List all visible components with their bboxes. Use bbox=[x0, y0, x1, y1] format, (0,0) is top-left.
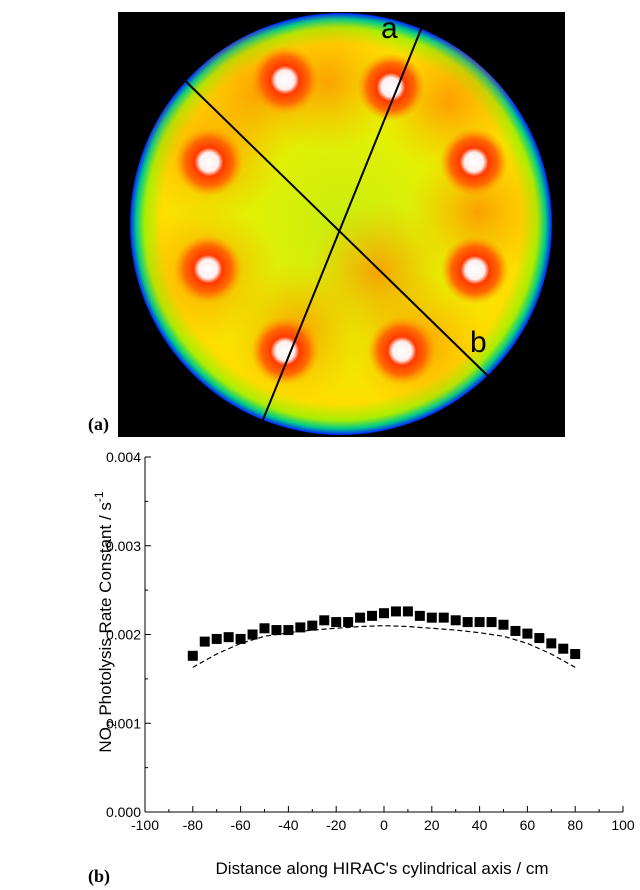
data-point bbox=[486, 617, 497, 628]
data-point bbox=[247, 629, 258, 640]
x-tick-label: -20 bbox=[326, 817, 346, 833]
data-point bbox=[343, 617, 354, 628]
data-point bbox=[235, 633, 246, 644]
x-tick-label: -60 bbox=[230, 817, 250, 833]
section-label-b: b bbox=[470, 326, 487, 359]
section-line-a bbox=[255, 13, 429, 435]
data-point bbox=[283, 625, 294, 636]
data-point bbox=[307, 620, 318, 631]
y-tick-label: 0.003 bbox=[106, 538, 141, 554]
y-label-sup: -1 bbox=[92, 491, 106, 502]
heatmap-hot-spot bbox=[441, 236, 509, 304]
data-point bbox=[223, 632, 234, 643]
heatmap-image: a b bbox=[118, 12, 565, 437]
heatmap-hot-spot bbox=[357, 53, 425, 121]
x-tick-label: 100 bbox=[611, 817, 635, 833]
data-point bbox=[510, 625, 521, 636]
data-point bbox=[534, 633, 545, 644]
data-point bbox=[271, 625, 282, 636]
y-tick-label: 0.004 bbox=[106, 449, 141, 465]
heatmap-hot-spot bbox=[175, 128, 243, 196]
section-label-a: a bbox=[381, 12, 398, 45]
x-axis-label: Distance along HIRAC's cylindrical axis … bbox=[216, 859, 549, 878]
y-ticks: 0.000 0.001 0.002 0.003 0.004 bbox=[106, 449, 151, 820]
data-point bbox=[259, 623, 270, 634]
x-tick-label: 20 bbox=[424, 817, 440, 833]
y-tick-label: 0.001 bbox=[106, 715, 141, 731]
x-tick-label: 0 bbox=[380, 817, 388, 833]
x-tick-label: 60 bbox=[520, 817, 536, 833]
y-tick-label: 0.000 bbox=[106, 804, 141, 820]
x-tick-label: -100 bbox=[131, 817, 159, 833]
y-tick-label: 0.002 bbox=[106, 627, 141, 643]
data-point bbox=[199, 636, 210, 647]
y-label-sub: 2 bbox=[105, 720, 119, 727]
panel-a-label: (a) bbox=[88, 414, 109, 434]
data-point bbox=[426, 612, 437, 623]
data-point bbox=[522, 628, 533, 639]
data-point bbox=[367, 610, 378, 621]
heatmap-hot-spot bbox=[440, 128, 508, 196]
data-point bbox=[402, 606, 413, 617]
data-points bbox=[187, 606, 581, 661]
data-point bbox=[295, 622, 306, 633]
data-point bbox=[474, 617, 485, 628]
heatmap-warm-region bbox=[308, 202, 448, 342]
heatmap-hot-spot bbox=[251, 317, 319, 385]
x-ticks: -100 -80 -60 -40 -20 0 20 40 60 80 100 bbox=[131, 806, 635, 833]
data-point bbox=[546, 638, 557, 649]
section-line-b bbox=[167, 63, 491, 379]
panel-b-label: (b) bbox=[88, 866, 110, 886]
data-point bbox=[331, 617, 342, 628]
x-tick-label: -80 bbox=[183, 817, 203, 833]
data-point bbox=[462, 617, 473, 628]
y-label-mid: Photolysis Rate Constant / s bbox=[96, 502, 115, 720]
data-point bbox=[438, 612, 449, 623]
data-point bbox=[187, 650, 198, 661]
y-label-prefix: NO bbox=[96, 727, 115, 753]
heatmap-hot-spot bbox=[368, 317, 436, 385]
data-point bbox=[498, 619, 509, 630]
heatmap-svg: a b bbox=[118, 12, 565, 437]
chart-panel: 0.000 0.001 0.002 0.003 0.004 -100 -80 -60 -40-… bbox=[0, 440, 640, 885]
y-axis-label: NO2 Photolysis Rate Constant / s-1 bbox=[92, 491, 119, 752]
data-point bbox=[319, 615, 330, 626]
heatmap-hot-spot bbox=[174, 235, 242, 303]
data-point bbox=[450, 615, 461, 626]
x-tick-label: 80 bbox=[567, 817, 583, 833]
data-point bbox=[355, 612, 366, 623]
data-point bbox=[390, 606, 401, 617]
data-point bbox=[414, 610, 425, 621]
data-point bbox=[558, 643, 569, 654]
x-tick-label: -40 bbox=[278, 817, 298, 833]
heatmap-hot-spot bbox=[251, 46, 319, 114]
data-point bbox=[570, 649, 581, 660]
data-point bbox=[379, 608, 389, 619]
x-tick-label: 40 bbox=[472, 817, 488, 833]
data-point bbox=[211, 633, 222, 644]
